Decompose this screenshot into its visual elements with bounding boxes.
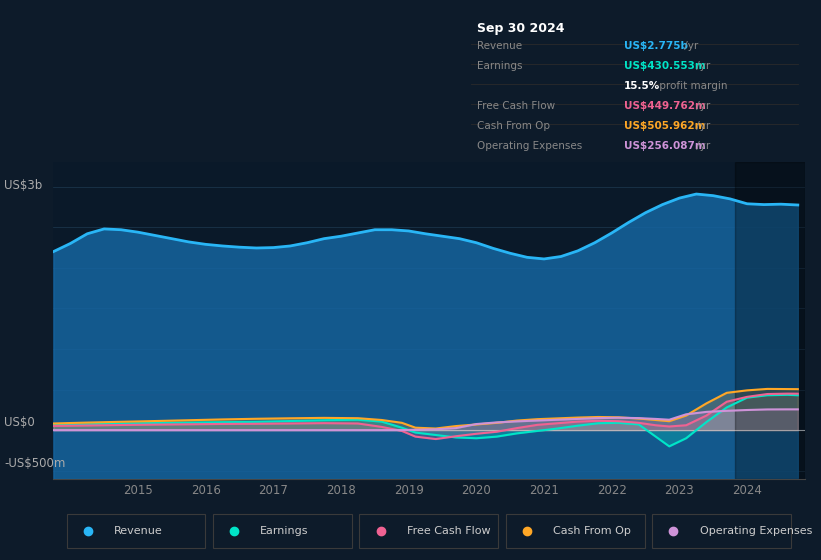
Bar [67, 514, 205, 548]
Text: US$430.553m: US$430.553m [624, 61, 706, 71]
Bar [213, 514, 352, 548]
Text: Operating Expenses: Operating Expenses [699, 526, 812, 535]
Text: Earnings: Earnings [260, 526, 309, 535]
Bar [735, 162, 805, 479]
Bar [653, 514, 791, 548]
Bar [360, 514, 498, 548]
Text: US$505.962m: US$505.962m [624, 121, 705, 131]
Text: US$256.087m: US$256.087m [624, 141, 706, 151]
Text: Free Cash Flow: Free Cash Flow [478, 101, 556, 111]
Text: /yr: /yr [693, 101, 710, 111]
Text: profit margin: profit margin [656, 81, 728, 91]
Text: Free Cash Flow: Free Cash Flow [407, 526, 490, 535]
Text: Earnings: Earnings [478, 61, 523, 71]
Text: Cash From Op: Cash From Op [553, 526, 631, 535]
Text: US$0: US$0 [4, 416, 34, 429]
Text: US$2.775b: US$2.775b [624, 41, 688, 51]
Text: Revenue: Revenue [114, 526, 163, 535]
Text: Revenue: Revenue [478, 41, 523, 51]
Text: Cash From Op: Cash From Op [478, 121, 551, 131]
Text: US$3b: US$3b [4, 179, 43, 192]
Text: /yr: /yr [681, 41, 698, 51]
Text: -US$500m: -US$500m [4, 456, 66, 470]
Text: /yr: /yr [693, 141, 710, 151]
Text: Operating Expenses: Operating Expenses [478, 141, 583, 151]
Text: /yr: /yr [693, 121, 710, 131]
Text: Sep 30 2024: Sep 30 2024 [478, 22, 565, 35]
Bar [506, 514, 645, 548]
Text: 15.5%: 15.5% [624, 81, 660, 91]
Text: /yr: /yr [693, 61, 710, 71]
Text: US$449.762m: US$449.762m [624, 101, 706, 111]
